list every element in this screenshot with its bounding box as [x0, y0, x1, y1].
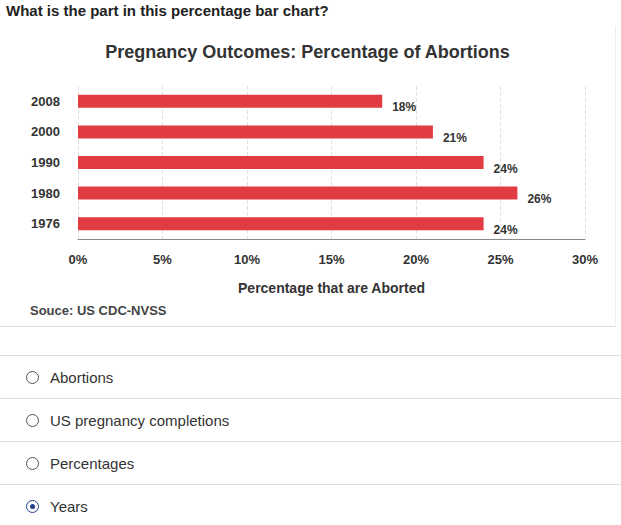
- svg-text:18%: 18%: [392, 100, 416, 114]
- svg-text:Percentage that are Aborted: Percentage that are Aborted: [238, 280, 425, 296]
- svg-text:1990: 1990: [31, 155, 60, 170]
- svg-text:15%: 15%: [318, 252, 344, 267]
- svg-text:2000: 2000: [31, 124, 60, 139]
- svg-text:25%: 25%: [487, 252, 513, 267]
- svg-text:Souce: US CDC-NVSS: Souce: US CDC-NVSS: [30, 303, 167, 318]
- html-text:Abortions: Abortions: [50, 369, 114, 386]
- html-text:Percentages: Percentages: [50, 455, 135, 472]
- svg-text:26%: 26%: [527, 192, 551, 206]
- svg-text:5%: 5%: [153, 252, 172, 267]
- svg-text:1980: 1980: [31, 186, 60, 201]
- svg-text:1976: 1976: [31, 216, 60, 231]
- svg-text:2008: 2008: [31, 94, 60, 109]
- html-text:Years: Years: [50, 498, 88, 515]
- svg-text:21%: 21%: [443, 131, 467, 145]
- svg-text:30%: 30%: [572, 252, 598, 267]
- svg-text:20%: 20%: [403, 252, 429, 267]
- svg-text:24%: 24%: [494, 223, 518, 237]
- svg-text:10%: 10%: [234, 252, 260, 267]
- html-text:US pregnancy completions: US pregnancy completions: [50, 412, 230, 429]
- svg-text:24%: 24%: [494, 162, 518, 176]
- html-text:What is the part in this perce: What is the part in this percentage bar …: [6, 2, 329, 19]
- svg-text:0%: 0%: [69, 252, 88, 267]
- svg-text:Pregnancy Outcomes: Percentage: Pregnancy Outcomes: Percentage of Aborti…: [105, 42, 509, 62]
